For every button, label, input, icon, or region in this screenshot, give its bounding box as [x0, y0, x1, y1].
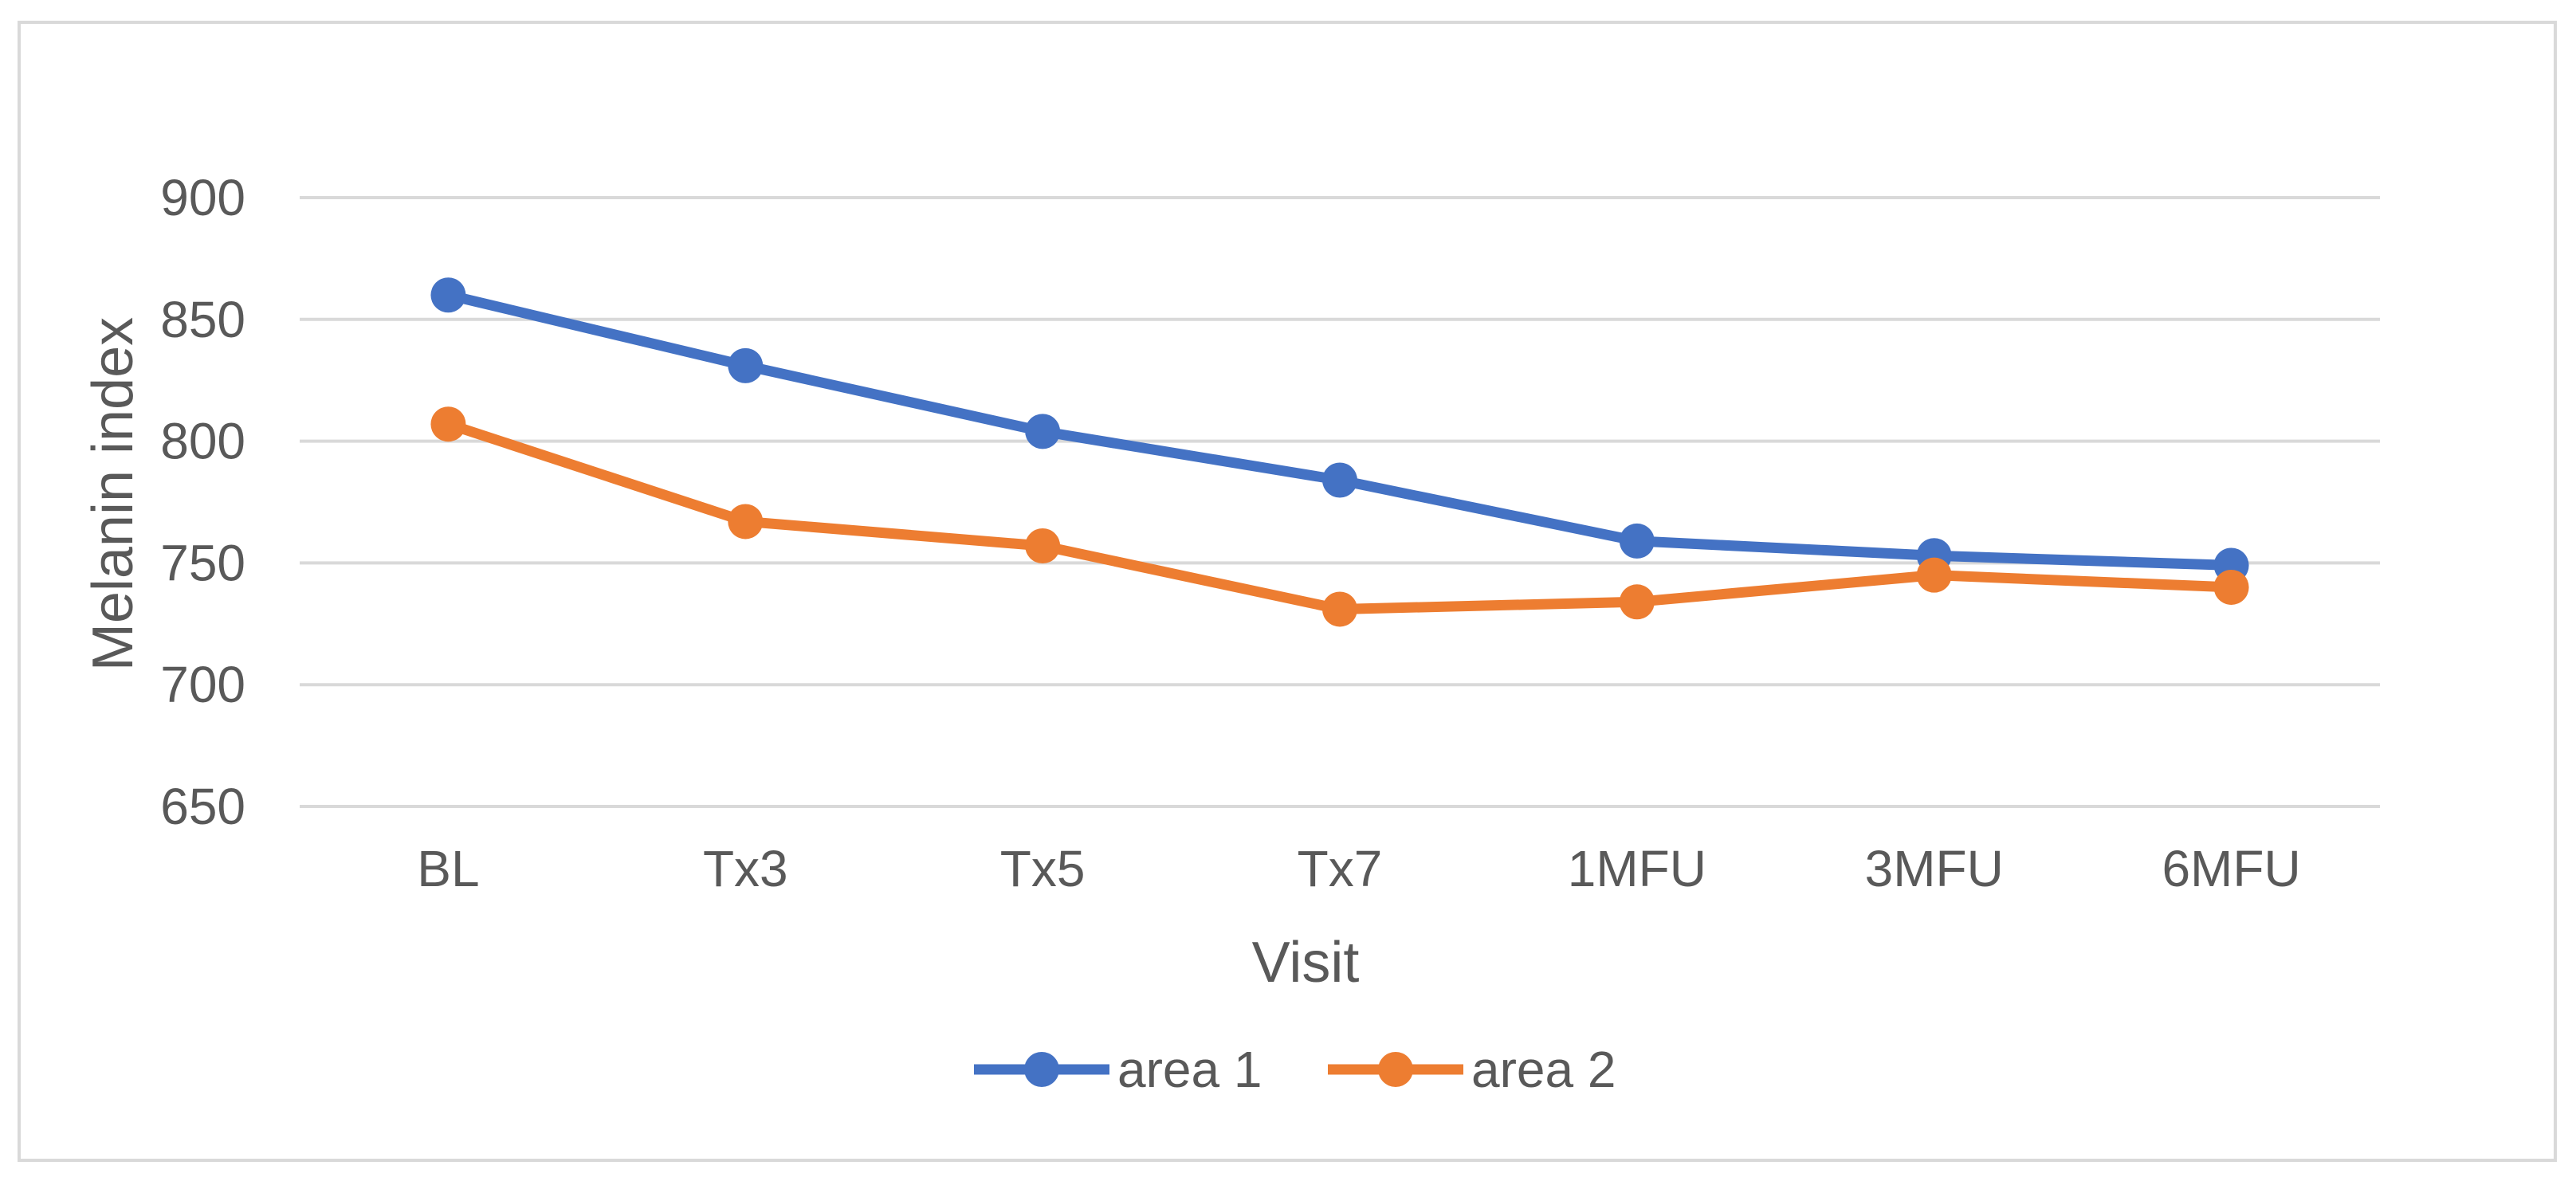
legend-swatch-marker [1378, 1052, 1413, 1087]
series-layer [430, 277, 2249, 627]
y-tick-label: 800 [160, 413, 245, 470]
line-chart: 650 700 750 800 850 900 BL Tx3 Tx5 Tx7 1MFU 3MFU 6M… [81, 169, 2380, 1098]
legend: area 1 area 2 [974, 1041, 1616, 1098]
y-axis-ticks: 650 700 750 800 850 900 [160, 169, 245, 835]
y-tick-label: 750 [160, 534, 245, 591]
chart-frame: 650 700 750 800 850 900 BL Tx3 Tx5 Tx7 1MFU 3MFU 6M… [18, 21, 2557, 1162]
y-tick-label: 650 [160, 778, 245, 835]
data-point [728, 504, 764, 540]
gridlines [300, 196, 2380, 808]
data-point [1619, 523, 1655, 559]
data-point [1619, 584, 1655, 620]
data-point [728, 347, 764, 383]
legend-item: area 2 [1328, 1041, 1616, 1098]
data-point [1025, 528, 1061, 564]
series-line [442, 418, 2237, 614]
x-axis-ticks: BL Tx3 Tx5 Tx7 1MFU 3MFU 6MFU [417, 840, 2300, 897]
data-point [2213, 569, 2249, 605]
legend-swatch-marker [1024, 1052, 1059, 1087]
data-point [1322, 591, 1357, 627]
legend-item: area 1 [974, 1041, 1262, 1098]
series-area-1 [430, 277, 2249, 583]
legend-label: area 1 [1117, 1041, 1262, 1098]
x-tick-label: Tx7 [1298, 840, 1383, 897]
x-tick-label: BL [417, 840, 479, 897]
y-tick-label: 850 [160, 291, 245, 348]
series-area-2 [430, 406, 2249, 627]
x-tick-label: Tx3 [703, 840, 788, 897]
x-tick-label: Tx5 [1000, 840, 1086, 897]
y-tick-label: 700 [160, 656, 245, 713]
x-tick-label: 6MFU [2162, 840, 2300, 897]
x-tick-label: 3MFU [1865, 840, 2004, 897]
x-tick-label: 1MFU [1568, 840, 1706, 897]
data-point [1025, 414, 1061, 449]
y-tick-label: 900 [160, 169, 245, 226]
series-line [442, 289, 2237, 571]
data-point [1322, 462, 1357, 498]
x-axis-title: Visit [1252, 931, 1360, 995]
data-point [1916, 557, 1952, 593]
y-axis-title: Melanin index [81, 317, 145, 671]
data-point [430, 406, 466, 442]
data-point [430, 277, 466, 313]
legend-label: area 2 [1471, 1041, 1616, 1098]
